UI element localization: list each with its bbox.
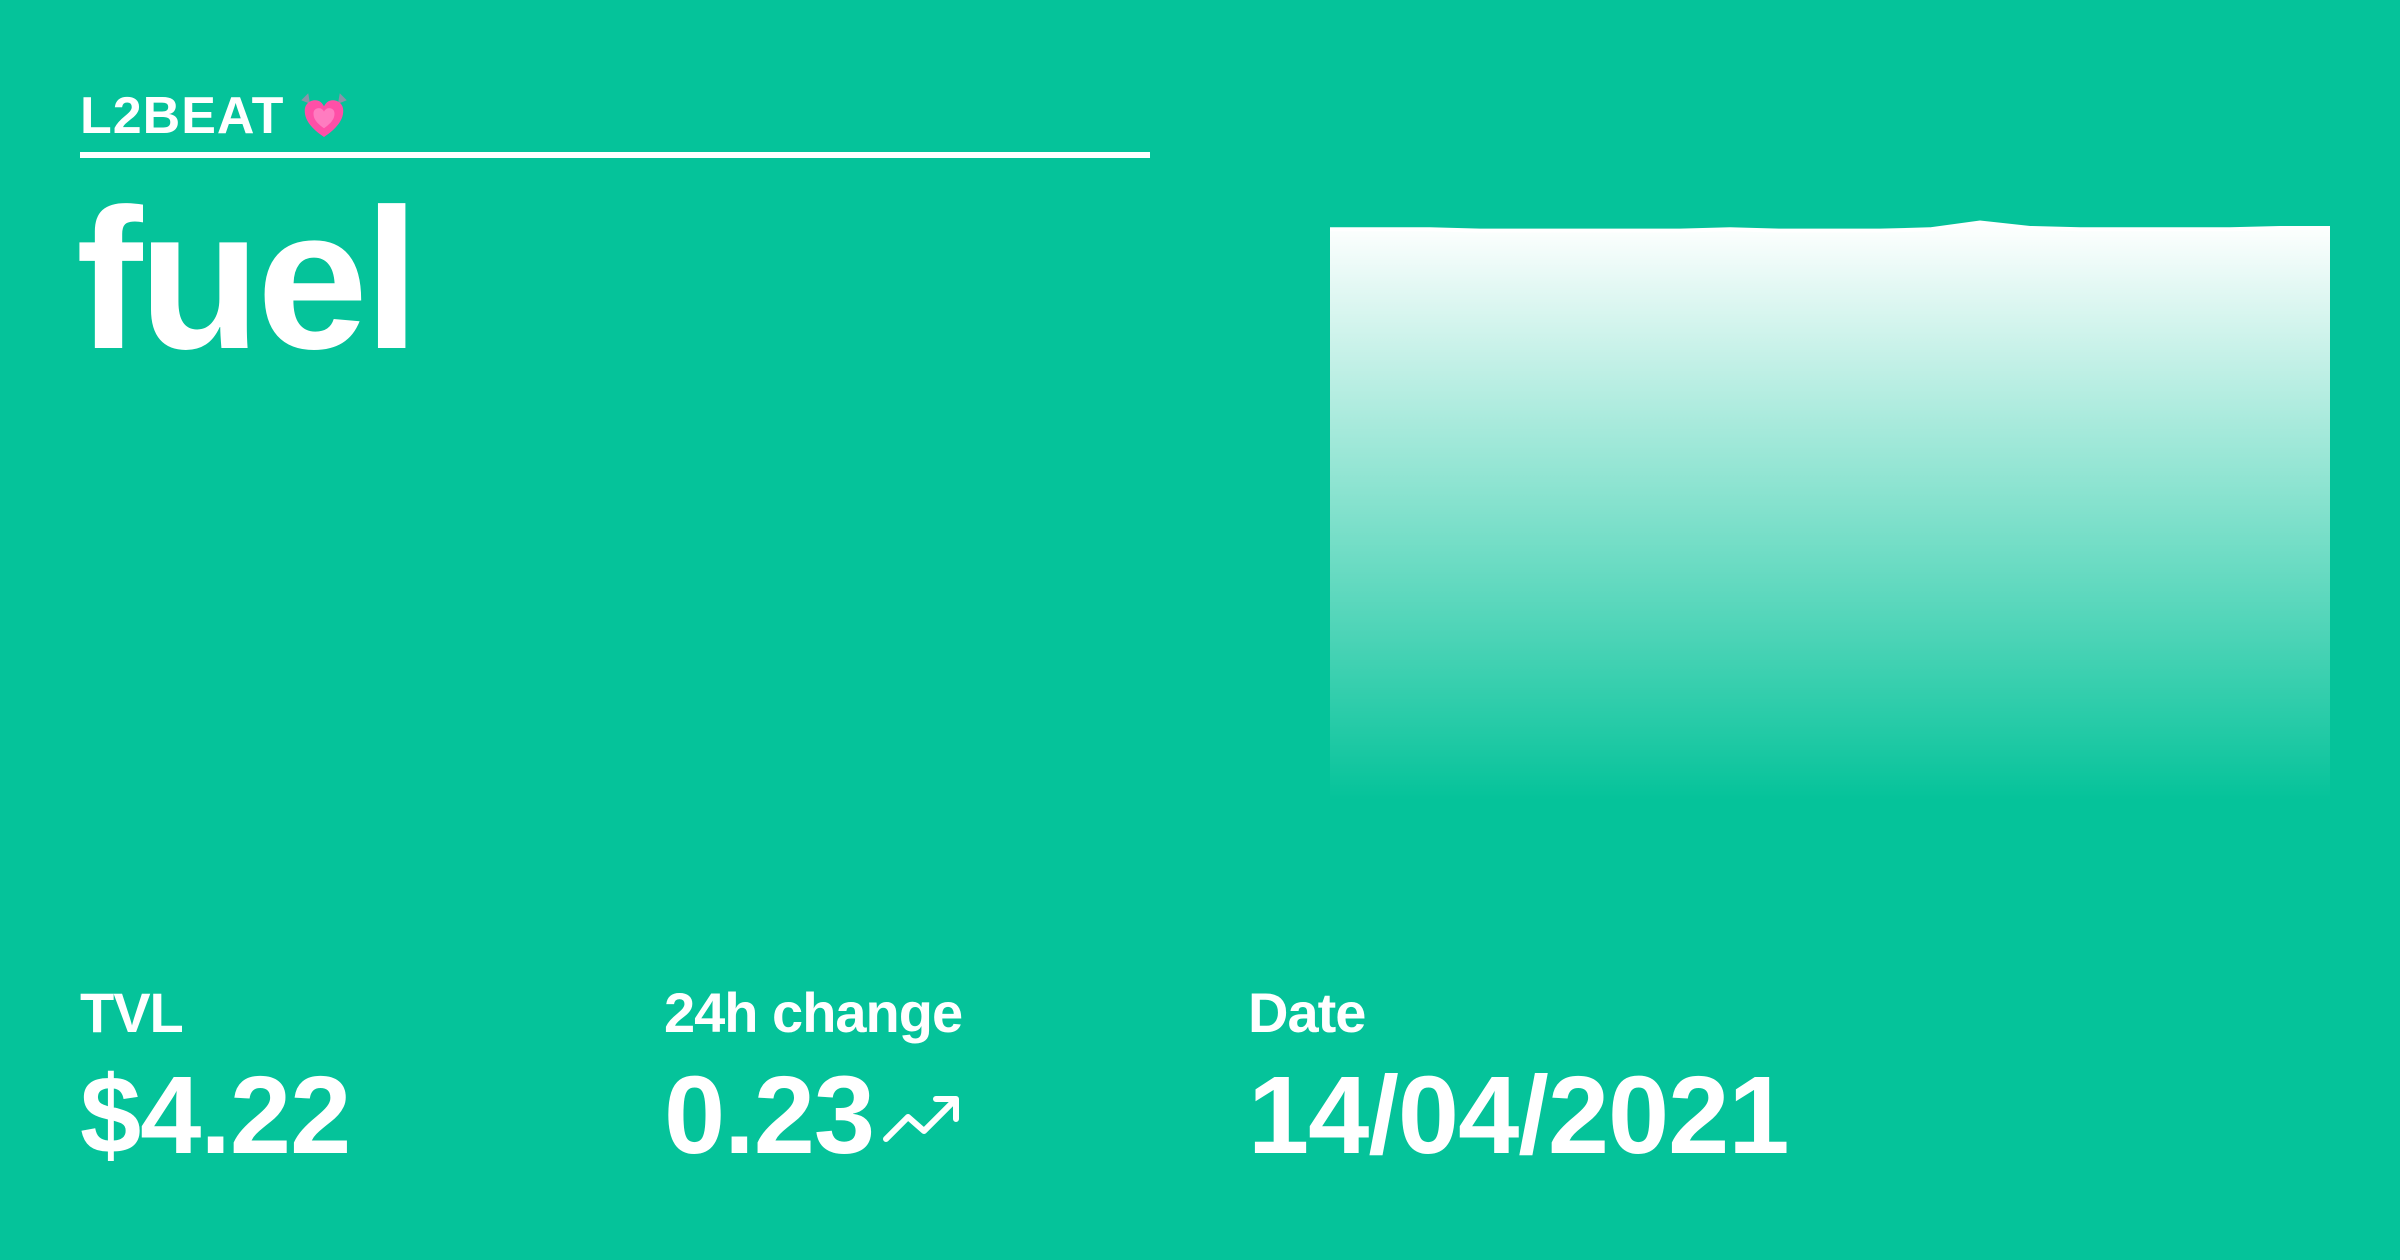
tvl-label: TVL	[80, 981, 184, 1044]
trend-up-icon	[883, 1096, 960, 1142]
date-stat: Date 14/04/2021	[1248, 981, 1790, 1177]
tvl-stat: TVL $4.22	[80, 981, 351, 1177]
brand-header: L2BEAT	[80, 80, 1150, 158]
tvl-area-chart	[1330, 220, 2330, 800]
brand-logo-text: L2BEAT	[80, 87, 285, 145]
date-value: 14/04/2021	[1248, 1054, 1790, 1177]
change-value-row: 0.23	[664, 1061, 964, 1171]
change-stat: 24h change 0.23	[664, 985, 964, 1171]
tvl-value: $4.22	[80, 1054, 351, 1177]
heart-icon	[301, 93, 348, 137]
change-label: 24h change	[664, 981, 963, 1044]
tvl-area-line	[1330, 220, 2330, 233]
date-value-row: 14/04/2021	[1248, 1054, 1790, 1177]
project-name: fuel	[76, 168, 420, 391]
tvl-area-series	[1330, 222, 2330, 800]
change-value: 0.23	[664, 1054, 875, 1177]
date-label: Date	[1248, 981, 1366, 1044]
tvl-value-row: $4.22	[80, 1054, 351, 1177]
